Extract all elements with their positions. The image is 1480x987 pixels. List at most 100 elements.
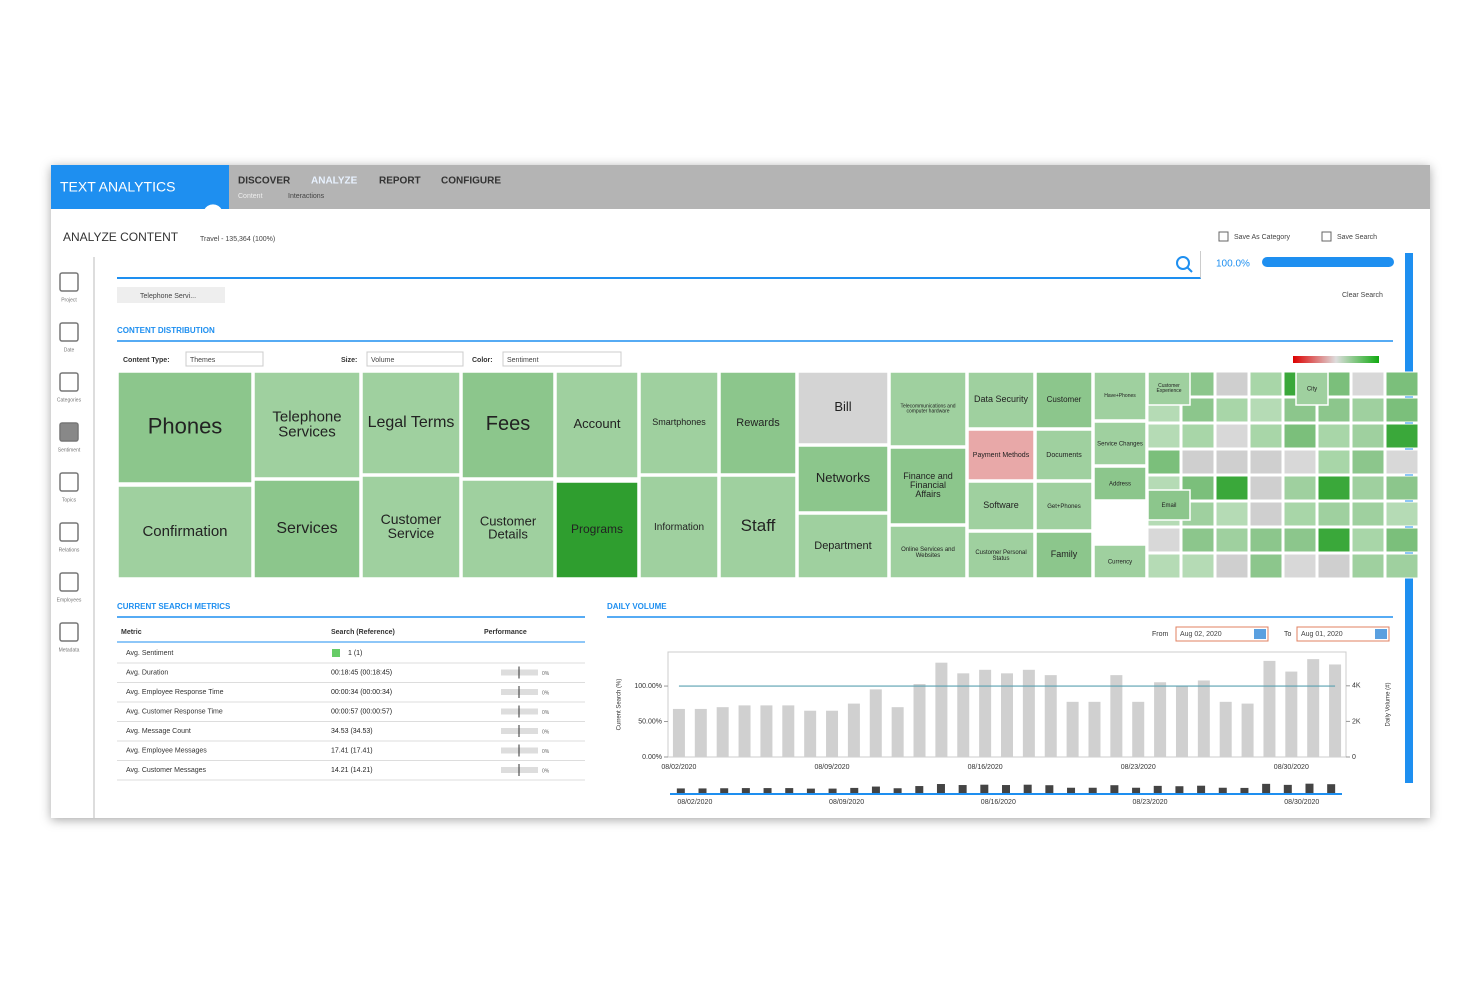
treemap-cell bbox=[1317, 475, 1351, 501]
treemap-cell bbox=[1181, 553, 1215, 579]
app-title: TEXT ANALYTICS bbox=[60, 179, 175, 195]
treemap-tile[interactable] bbox=[117, 485, 253, 579]
page-title: ANALYZE CONTENT bbox=[63, 230, 179, 244]
action-icon bbox=[1218, 231, 1229, 242]
sidebar-icon bbox=[59, 472, 79, 492]
tile-label: Service Changes bbox=[1097, 441, 1143, 447]
treemap-tile[interactable] bbox=[967, 371, 1035, 429]
treemap-cell bbox=[1249, 371, 1283, 397]
date-input[interactable] bbox=[1175, 626, 1269, 642]
dropdown-value: Themes bbox=[190, 357, 216, 364]
nav-item[interactable]: DISCOVER bbox=[238, 176, 291, 187]
metric-name: Avg. Sentiment bbox=[126, 650, 173, 657]
tile-label: Rewards bbox=[736, 417, 780, 429]
tile-label: Account bbox=[574, 416, 621, 431]
control-label: Size: bbox=[341, 357, 357, 364]
metric-value: 00:00:57 (00:00:57) bbox=[331, 708, 392, 715]
dropdown[interactable] bbox=[502, 351, 622, 367]
section-title: DAILY VOLUME bbox=[607, 602, 667, 611]
x-tick-label: 08/23/2020 bbox=[1121, 764, 1156, 771]
treemap-tile[interactable] bbox=[1093, 544, 1147, 579]
dropdown[interactable] bbox=[185, 351, 264, 367]
treemap-tile[interactable] bbox=[967, 531, 1035, 579]
filter-chip-box[interactable] bbox=[117, 287, 225, 303]
clear-search[interactable]: Clear Search bbox=[1342, 292, 1383, 299]
control-label: Content Type: bbox=[123, 357, 170, 364]
tile-label: Customer Personal Status bbox=[975, 550, 1026, 562]
bar bbox=[1263, 660, 1276, 757]
treemap-cell bbox=[1351, 371, 1385, 397]
treemap-tile[interactable] bbox=[1093, 466, 1147, 501]
minimap-label: 08/23/2020 bbox=[1133, 799, 1168, 806]
page-subtitle: Travel - 135,364 (100%) bbox=[200, 236, 275, 243]
treemap-tile[interactable] bbox=[889, 447, 967, 525]
nav-item[interactable]: ANALYZE bbox=[311, 176, 358, 187]
treemap-tile[interactable] bbox=[889, 525, 967, 579]
treemap-tile[interactable] bbox=[639, 371, 719, 475]
treemap-tile[interactable] bbox=[967, 429, 1035, 481]
bar bbox=[1066, 701, 1079, 757]
metric-value: 34.53 (34.53) bbox=[331, 728, 373, 735]
treemap-tile[interactable] bbox=[1035, 429, 1093, 481]
tile-label: Networks bbox=[816, 470, 871, 485]
minimap-bar bbox=[1153, 785, 1162, 793]
treemap-tile[interactable] bbox=[1035, 371, 1093, 429]
sidebar-label: Date bbox=[64, 347, 75, 353]
tile-label: Information bbox=[654, 522, 704, 533]
minimap-bar bbox=[828, 788, 837, 793]
treemap-cell bbox=[1385, 501, 1419, 527]
treemap-tile[interactable] bbox=[361, 371, 461, 475]
treemap-cell bbox=[1215, 475, 1249, 501]
treemap-tile[interactable] bbox=[1295, 371, 1329, 406]
tile-label: Customer Experience bbox=[1156, 383, 1181, 394]
treemap-tile[interactable] bbox=[1147, 489, 1191, 521]
treemap-tile[interactable] bbox=[639, 475, 719, 579]
metric-value: 00:18:45 (00:18:45) bbox=[331, 669, 392, 676]
treemap-tile[interactable] bbox=[1093, 371, 1147, 421]
action[interactable]: Save As Category bbox=[1234, 234, 1291, 241]
treemap-cell bbox=[1283, 527, 1317, 553]
date-input[interactable] bbox=[1296, 626, 1390, 642]
treemap-tile[interactable] bbox=[1035, 481, 1093, 531]
minimap-bar bbox=[1002, 785, 1010, 793]
treemap-tile[interactable] bbox=[719, 371, 797, 475]
treemap-tile[interactable] bbox=[361, 475, 461, 579]
treemap-tile[interactable] bbox=[461, 479, 555, 579]
minimap-bar bbox=[1088, 787, 1097, 793]
dropdown[interactable] bbox=[366, 351, 464, 367]
tile-label: Bill bbox=[834, 399, 851, 414]
treemap-tile[interactable] bbox=[967, 481, 1035, 531]
treemap-cell bbox=[1147, 553, 1181, 579]
action[interactable]: Save Search bbox=[1337, 234, 1377, 241]
treemap-tile[interactable] bbox=[1035, 531, 1093, 579]
treemap-tile[interactable] bbox=[797, 513, 889, 579]
treemap-tile[interactable] bbox=[719, 475, 797, 579]
tile-label: Department bbox=[814, 540, 871, 552]
minimap-label: 08/02/2020 bbox=[677, 799, 712, 806]
treemap-tile[interactable] bbox=[555, 371, 639, 479]
metric-name: Avg. Message Count bbox=[126, 728, 191, 735]
treemap-tile[interactable] bbox=[797, 371, 889, 445]
treemap-cell bbox=[1351, 449, 1385, 475]
sidebar-label: Topics bbox=[62, 497, 77, 503]
search-box[interactable] bbox=[117, 251, 1201, 279]
metric-name: Avg. Duration bbox=[126, 669, 168, 676]
bar bbox=[1088, 701, 1101, 757]
nav-item[interactable]: REPORT bbox=[379, 176, 421, 187]
treemap-cell bbox=[1385, 449, 1419, 475]
treemap-tile[interactable] bbox=[253, 371, 361, 479]
subnav-item: Interactions bbox=[288, 193, 325, 200]
treemap-tile[interactable] bbox=[253, 479, 361, 579]
date-label: To bbox=[1284, 631, 1292, 638]
treemap-tile[interactable] bbox=[117, 371, 253, 484]
nav-item[interactable]: CONFIGURE bbox=[441, 176, 501, 187]
treemap-tile[interactable] bbox=[889, 371, 967, 447]
treemap-cell bbox=[1385, 527, 1419, 553]
treemap-tile[interactable] bbox=[461, 371, 555, 479]
treemap-tile[interactable] bbox=[555, 481, 639, 579]
treemap-tile[interactable] bbox=[1147, 371, 1191, 406]
treemap-tile[interactable] bbox=[1093, 421, 1147, 466]
treemap-tile[interactable] bbox=[797, 445, 889, 513]
